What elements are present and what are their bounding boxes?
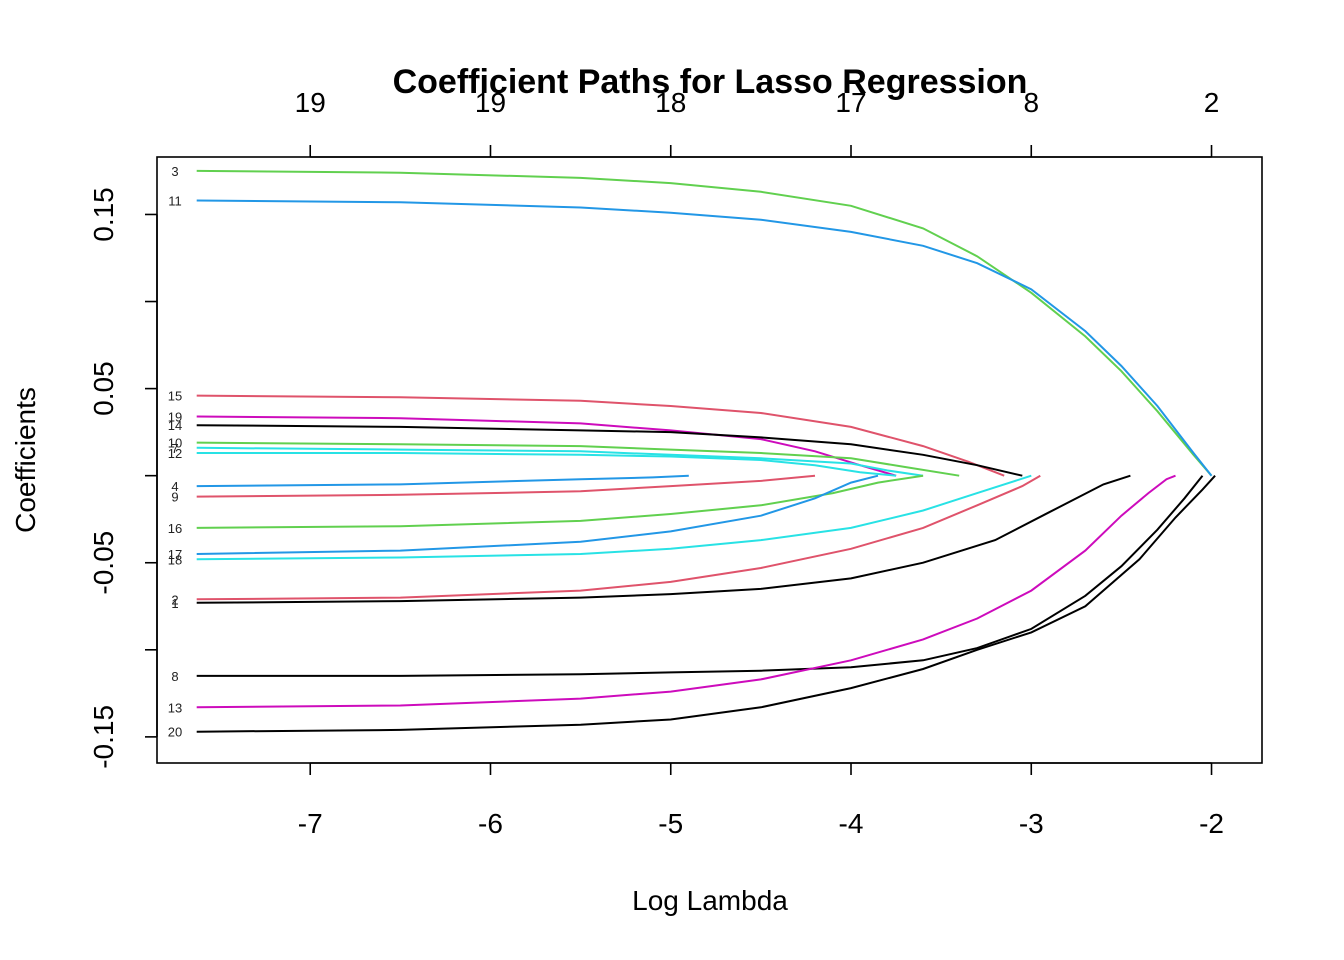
x-tick-label: -6 — [478, 808, 503, 839]
y-axis: -0.15 -0.05 0.05 0.15 — [88, 187, 158, 769]
top-tick-label: 19 — [475, 87, 506, 118]
coef-path-8 — [196, 475, 1204, 677]
x-tick-label: -5 — [658, 808, 683, 839]
path-label-10: 10 — [168, 436, 182, 451]
top-tick-label: 19 — [295, 87, 326, 118]
path-label-2: 2 — [171, 592, 178, 607]
path-label-11: 11 — [168, 194, 182, 209]
y-tick-label: 0.05 — [88, 361, 119, 416]
y-tick-label: -0.15 — [88, 705, 119, 769]
coef-path-18 — [196, 474, 1032, 561]
path-label-7: 7 — [171, 441, 178, 456]
top-tick-label: 8 — [1023, 87, 1039, 118]
path-label-19: 19 — [168, 410, 182, 425]
x-tick-label: -3 — [1019, 808, 1044, 839]
coef-path-14 — [196, 424, 1023, 477]
coef-path-9 — [196, 474, 816, 498]
x-tick-label: -2 — [1199, 808, 1224, 839]
coef-path-16 — [196, 474, 924, 529]
coefficient-paths — [196, 169, 1216, 733]
path-label-8: 8 — [171, 669, 178, 684]
coef-path-17 — [196, 474, 879, 555]
path-label-1: 1 — [171, 596, 178, 611]
coef-path-15 — [196, 394, 1005, 477]
path-label-15: 15 — [168, 389, 182, 404]
path-label-12: 12 — [168, 446, 182, 461]
path-label-4: 4 — [171, 479, 178, 494]
x-tick-label: -4 — [839, 808, 864, 839]
path-label-9: 9 — [171, 490, 178, 505]
top-tick-label: 17 — [835, 87, 866, 118]
coef-path-13 — [196, 474, 1176, 709]
path-label-16: 16 — [168, 521, 182, 536]
chart-title: Coefficient Paths for Lasso Regression — [393, 63, 1028, 101]
coef-path-1 — [196, 474, 1131, 604]
x-axis: -7 -6 -5 -4 -3 -2 — [298, 762, 1224, 839]
path-label-18: 18 — [168, 552, 182, 567]
y-tick-label: 0.15 — [88, 187, 119, 242]
path-label-17: 17 — [168, 547, 182, 562]
coef-path-7 — [196, 446, 924, 477]
path-label-14: 14 — [168, 418, 182, 433]
top-axis-df: 19 19 18 17 8 2 — [295, 87, 1220, 158]
x-tick-label: -7 — [298, 808, 323, 839]
coef-path-4 — [196, 474, 689, 488]
y-axis-label: Coefficients — [10, 387, 41, 533]
top-tick-label: 18 — [655, 87, 686, 118]
coef-path-11 — [196, 199, 1213, 477]
coef-path-12 — [196, 452, 897, 477]
x-axis-label: Log Lambda — [632, 885, 788, 916]
coef-path-20 — [196, 475, 1216, 733]
path-label-20: 20 — [168, 725, 182, 740]
y-tick-label: -0.05 — [88, 531, 119, 595]
coef-path-3 — [196, 169, 1213, 477]
coef-path-2 — [196, 474, 1041, 601]
path-label-13: 13 — [168, 700, 182, 715]
coef-path-10 — [196, 441, 960, 477]
top-tick-label: 2 — [1204, 87, 1220, 118]
path-label-3: 3 — [171, 164, 178, 179]
